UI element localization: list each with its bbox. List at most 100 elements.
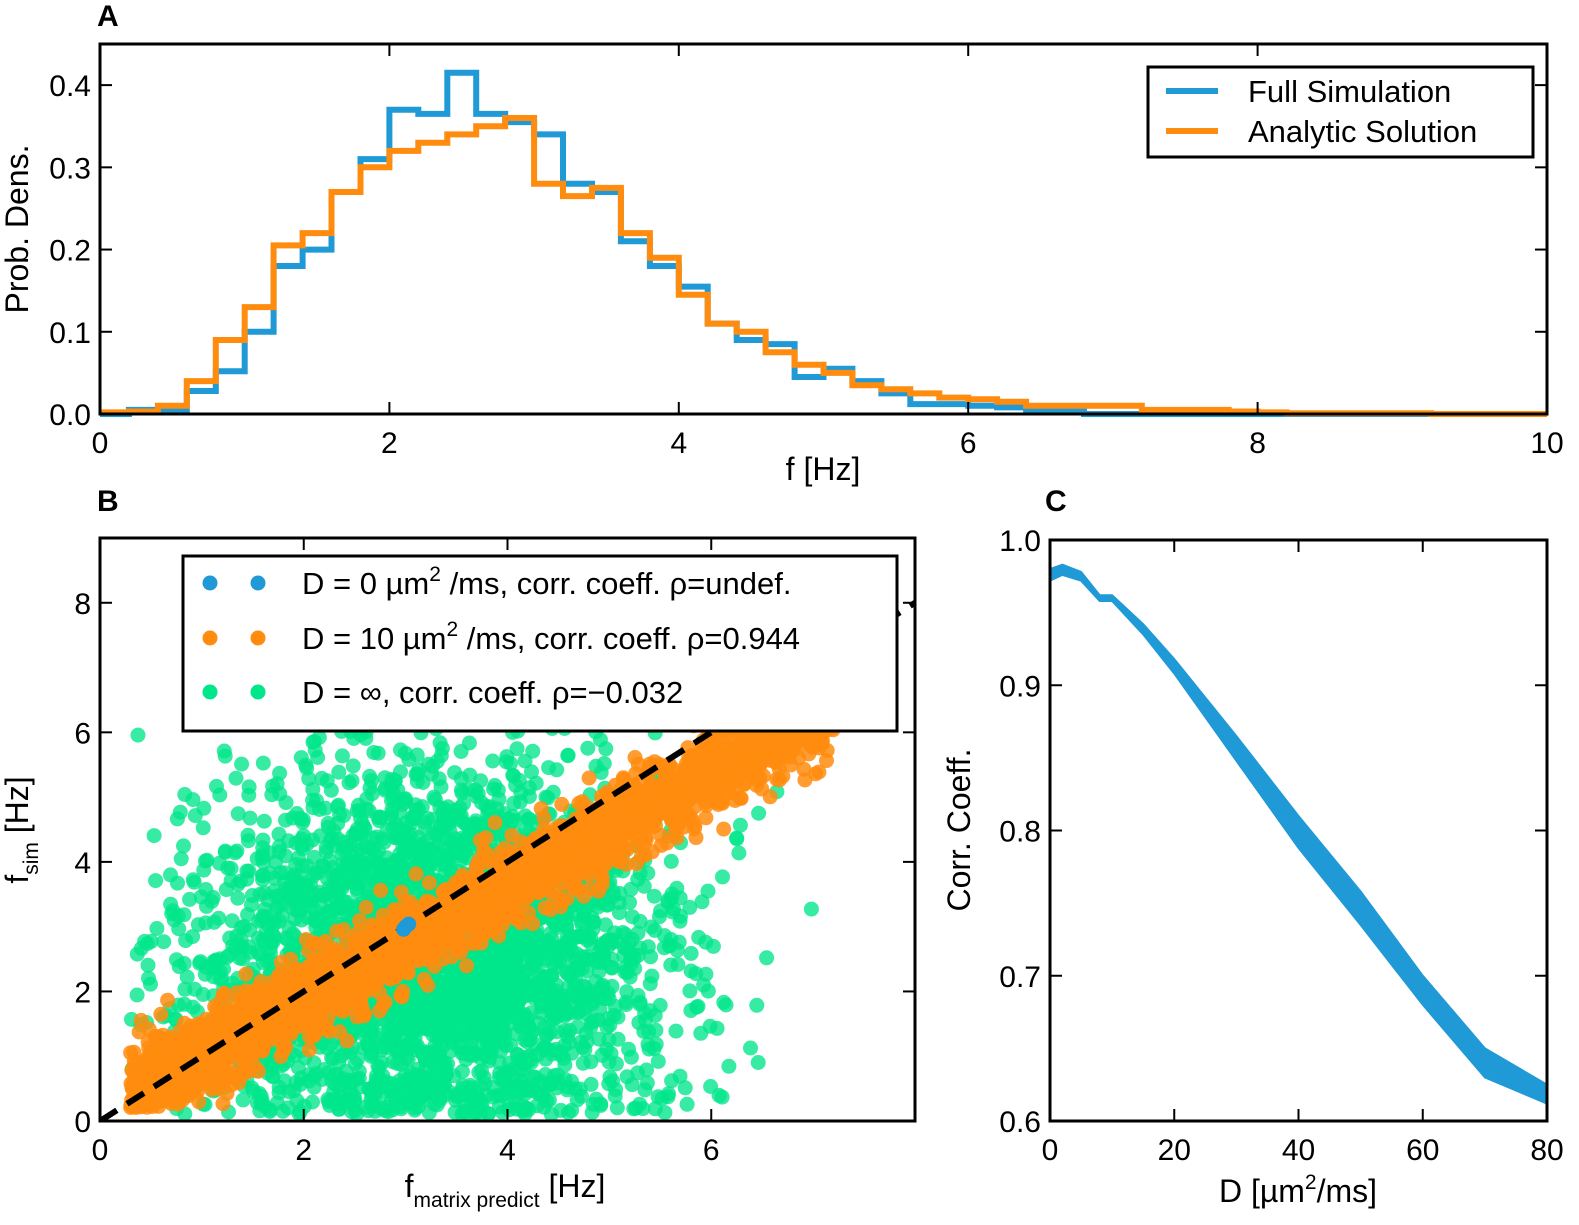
scatter-point-d-infinity — [527, 988, 542, 1003]
scatter-point-d-infinity — [350, 803, 365, 818]
scatter-point-d-infinity — [493, 1044, 508, 1059]
scatter-point-d-infinity — [715, 1090, 730, 1105]
scatter-point-d-infinity — [499, 749, 514, 764]
scatter-point-d-infinity — [673, 1069, 688, 1084]
scatter-point-d-infinity — [279, 795, 294, 810]
scatter-point-d-infinity — [701, 884, 716, 899]
scatter-point-d-infinity — [188, 808, 203, 823]
scatter-point-d-infinity — [485, 754, 500, 769]
scatter-point-d-infinity — [272, 844, 287, 859]
scatter-point-d-infinity — [585, 997, 600, 1012]
scatter-point-d-infinity — [487, 778, 502, 793]
scatter-point-d-infinity — [448, 972, 463, 987]
panel-a-ylabel: Prob. Dens. — [0, 145, 35, 314]
scatter-point-d-infinity — [255, 872, 270, 887]
scatter-point-d-infinity — [191, 917, 206, 932]
scatter-point-d-infinity — [445, 985, 460, 1000]
scatter-point-d-infinity — [488, 1014, 503, 1029]
scatter-point-d-infinity — [501, 1065, 516, 1080]
scatter-point-d-infinity — [751, 1055, 766, 1070]
scatter-point-d-infinity — [729, 831, 744, 846]
scatter-point-d-infinity — [497, 1086, 512, 1101]
scatter-point-d-infinity — [242, 779, 257, 794]
scatter-point-d-infinity — [602, 1018, 617, 1033]
scatter-point-d-infinity — [347, 1092, 362, 1107]
scatter-point-d-infinity — [299, 761, 314, 776]
panel-a-xtick-label: 4 — [670, 427, 687, 460]
scatter-point-d-infinity — [804, 902, 819, 917]
scatter-point-d-infinity — [579, 964, 594, 979]
scatter-point-d-infinity — [481, 802, 496, 817]
scatter-point-d-infinity — [362, 769, 377, 784]
scatter-point-d-infinity — [637, 879, 652, 894]
scatter-point-d-infinity — [369, 830, 384, 845]
scatter-point-d-infinity — [439, 831, 454, 846]
scatter-point-d-infinity — [357, 1027, 372, 1042]
scatter-point-d-infinity — [276, 896, 291, 911]
scatter-point-d-infinity — [315, 858, 330, 873]
scatter-point-d-infinity — [178, 933, 193, 948]
scatter-point-d-infinity — [217, 744, 232, 759]
legend-label-full-simulation: Full Simulation — [1248, 74, 1451, 109]
scatter-point-d-infinity — [345, 773, 360, 788]
scatter-point-d-infinity — [657, 1105, 672, 1120]
scatter-point-d-infinity — [333, 899, 348, 914]
scatter-point-d-infinity — [503, 963, 518, 978]
scatter-point-d-infinity — [648, 1008, 663, 1023]
panel-a-ytick-label: 0.3 — [49, 152, 91, 185]
scatter-point-d-infinity — [169, 952, 184, 967]
scatter-point-d10 — [302, 1043, 317, 1058]
scatter-point-d-infinity — [434, 999, 449, 1014]
scatter-point-d-infinity — [243, 945, 258, 960]
scatter-point-d-infinity — [177, 787, 192, 802]
scatter-point-d-infinity — [417, 815, 432, 830]
scatter-point-d-infinity — [343, 838, 358, 853]
scatter-point-d-infinity — [472, 1079, 487, 1094]
scatter-point-d-infinity — [176, 838, 191, 853]
scatter-point-d-infinity — [569, 953, 584, 968]
legend-label-analytic-solution: Analytic Solution — [1248, 114, 1477, 149]
scatter-point-d-infinity — [518, 808, 533, 823]
panel-a-xtick-label: 2 — [381, 427, 398, 460]
scatter-point-d-infinity — [548, 918, 563, 933]
scatter-point-d10 — [554, 797, 569, 812]
scatter-point-d-infinity — [474, 953, 489, 968]
scatter-point-d-infinity — [141, 958, 156, 973]
scatter-point-d-infinity — [335, 748, 350, 763]
scatter-point-d-infinity — [346, 875, 361, 890]
scatter-point-d-infinity — [563, 968, 578, 983]
scatter-point-d-infinity — [186, 872, 201, 887]
scatter-point-d-infinity — [626, 1101, 641, 1116]
scatter-point-d-infinity — [371, 746, 386, 761]
scatter-point-d-infinity — [518, 1080, 533, 1095]
scatter-point-d-infinity — [500, 812, 515, 827]
panel-letter-a: A — [97, 0, 119, 33]
scatter-point-d-infinity — [421, 1081, 436, 1096]
scatter-point-d-infinity — [459, 1029, 474, 1044]
scatter-point-d-infinity — [549, 762, 564, 777]
scatter-point-d-infinity — [585, 1105, 600, 1120]
panel-a-ytick-label: 0.4 — [49, 70, 91, 103]
scatter-point-d-infinity — [326, 823, 341, 838]
scatter-point-d-infinity — [256, 756, 271, 771]
scatter-point-d-infinity — [589, 1092, 604, 1107]
scatter-point-d10 — [238, 967, 253, 982]
scatter-point-d-infinity — [427, 790, 442, 805]
scatter-point-d-infinity — [350, 1052, 365, 1067]
scatter-point-d-infinity — [143, 977, 158, 992]
scatter-point-d-infinity — [545, 968, 560, 983]
panel-a-xtick-label: 10 — [1530, 427, 1563, 460]
panel-letter-b: B — [97, 485, 119, 518]
scatter-point-d-infinity — [408, 797, 423, 812]
scatter-point-d-infinity — [561, 748, 576, 763]
scatter-point-d-infinity — [288, 857, 303, 872]
scatter-point-d-infinity — [558, 940, 573, 955]
scatter-point-d-infinity — [453, 1000, 468, 1015]
scatter-point-d-infinity — [457, 1088, 472, 1103]
scatter-point-d-infinity — [486, 966, 501, 981]
scatter-point-d-infinity — [370, 1058, 385, 1073]
scatter-point-d-infinity — [468, 1046, 483, 1061]
scatter-point-d-infinity — [300, 910, 315, 925]
